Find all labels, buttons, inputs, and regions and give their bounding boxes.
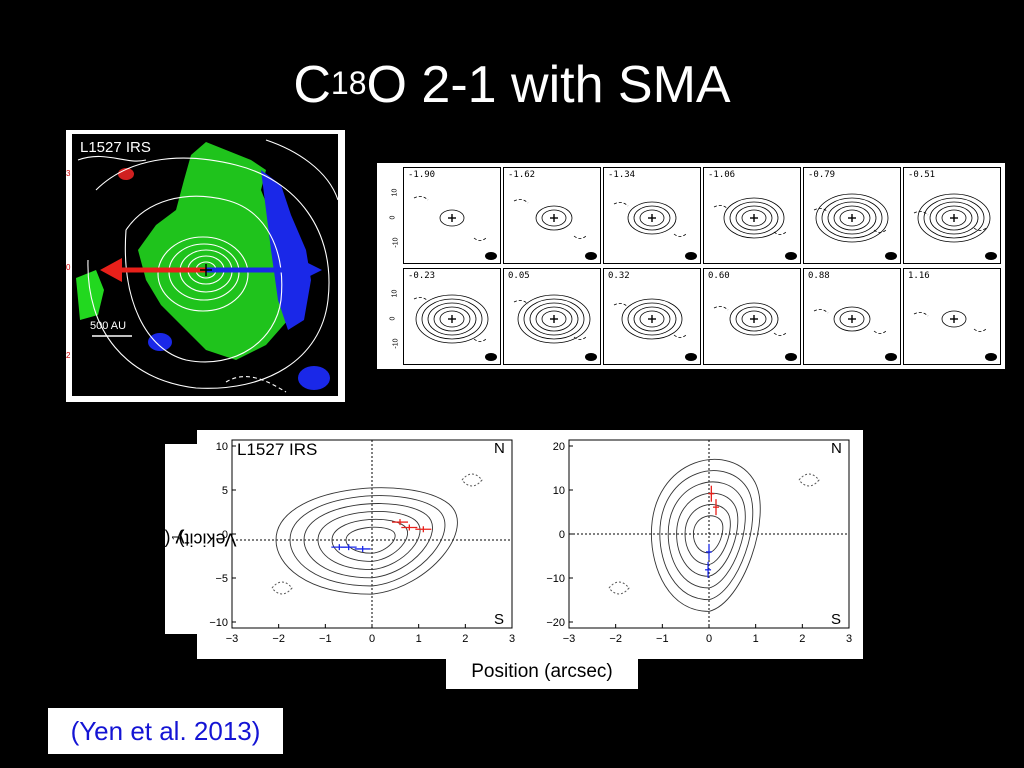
channel-panel: -0.23: [403, 268, 501, 365]
channel-velocity-label: -1.62: [508, 170, 536, 180]
channel-tick-label: 10: [391, 289, 399, 298]
citation: (Yen et al. 2013): [48, 708, 283, 754]
pv-xtick-label: 1: [753, 633, 759, 645]
channel-velocity-label: -0.51: [908, 170, 936, 180]
pv-xtick-label: 0: [369, 633, 375, 645]
pv-ytick-label: −20: [546, 617, 565, 629]
pv-ytick-label: 20: [553, 441, 565, 453]
pv-ytick-label: 0: [222, 529, 228, 541]
channel-panel: 1.16: [903, 268, 1001, 365]
pv-xtick-label: 2: [799, 633, 805, 645]
channel-contours: [413, 196, 497, 260]
pv-xtick-label: −2: [609, 633, 622, 645]
channel-velocity-label: 0.32: [608, 271, 630, 281]
channel-panel: 0.88: [803, 268, 901, 365]
channel-panel: 0.32: [603, 268, 701, 365]
svg-text:0: 0: [66, 263, 71, 272]
pv-right-south: S: [831, 611, 842, 628]
channel-contours: [413, 294, 497, 361]
channel-panel: 0.05: [503, 268, 601, 365]
pv-xtick-label: −1: [319, 633, 332, 645]
pv-left-label: L1527 IRS: [237, 440, 318, 459]
pv-ytick-label: 10: [216, 441, 228, 453]
pv-xtick-label: −2: [272, 633, 285, 645]
channel-panel: -0.51: [903, 167, 1001, 264]
channel-tick-label: 0: [389, 316, 397, 321]
slide-title: C18O 2-1 with SMA: [0, 55, 1024, 115]
channel-axis-label: DEC offset: [368, 237, 374, 266]
channel-velocity-label: -0.23: [408, 271, 436, 281]
channel-contours: [613, 298, 697, 361]
pv-ytick-label: −5: [215, 573, 228, 585]
pv-ytick-label: 10: [553, 485, 565, 497]
pv-xtick-label: 0: [706, 633, 712, 645]
pv-ylabel-box: Vekicity (km s -1): [125, 444, 237, 634]
channel-maps-figure: DEC offset 10 0 -10 -1.90 -1.62 -1.34 -1.06 -0.…: [368, 163, 1005, 369]
channel-velocity-label: -1.34: [608, 170, 636, 180]
pv-ylabel: Vekicity (km s -1): [125, 529, 237, 550]
svg-text:3: 3: [66, 169, 71, 178]
svg-text:2: 2: [66, 351, 71, 360]
pv-ytick-label: 5: [222, 485, 228, 497]
channel-panel: -1.90: [403, 167, 501, 264]
title-prefix: C: [293, 56, 331, 114]
channel-velocity-label: 0.88: [808, 271, 830, 281]
channel-velocity-label: -1.06: [708, 170, 736, 180]
channel-panel: -1.62: [503, 167, 601, 264]
channel-panel: -1.34: [603, 167, 701, 264]
pv-xtick-label: 3: [846, 633, 852, 645]
pv-xtick-label: 3: [509, 633, 515, 645]
channel-contours: [713, 197, 797, 260]
channel-velocity-label: -0.79: [808, 170, 836, 180]
channel-velocity-label: -1.90: [408, 170, 436, 180]
channel-velocity-label: 0.60: [708, 271, 730, 281]
channel-contours: [913, 310, 997, 361]
pv-diagram-figure: −3 −2 −1 0 1 2 3 10 5 0 −5 −10 −3 −2 −1 0 1 2 3 20 10 0 −10 −20…: [197, 430, 863, 659]
channel-tick-label: -10: [392, 338, 400, 349]
pv-xtick-label: 2: [462, 633, 468, 645]
pv-left-north: N: [494, 440, 505, 457]
channel-panel: -1.06: [703, 167, 801, 264]
title-superscript: 18: [330, 65, 367, 101]
pv-xtick-label: 1: [416, 633, 422, 645]
channel-contours: [513, 294, 597, 361]
pv-xtick-label: −3: [226, 633, 239, 645]
channel-contours: [613, 201, 697, 260]
moment-map-figure: 3 0 2 L: [66, 130, 345, 402]
channel-contours: [513, 199, 597, 260]
channel-velocity-label: 0.05: [508, 271, 530, 281]
pv-ytick-label: 0: [559, 529, 565, 541]
pv-right-north: N: [831, 440, 842, 457]
channel-contours: [813, 306, 897, 361]
channel-velocity-label: 1.16: [908, 271, 930, 281]
pv-ytick-label: −10: [209, 617, 228, 629]
channel-tick-label: 0: [389, 215, 397, 220]
map-label: L1527 IRS: [80, 139, 151, 156]
channel-tick-label: -10: [392, 237, 400, 248]
channel-panel: -0.79: [803, 167, 901, 264]
channel-tick-label: 10: [391, 188, 399, 197]
channel-panel: 0.60: [703, 268, 801, 365]
channel-contours: [813, 193, 897, 260]
moment-map-image: 3 0 2: [66, 134, 339, 396]
pv-left-south: S: [494, 611, 505, 628]
pv-xlabel: Position (arcsec): [446, 657, 638, 689]
pv-xtick-label: −1: [656, 633, 669, 645]
channel-contours: [713, 302, 797, 361]
title-suffix: O 2-1 with SMA: [366, 56, 731, 114]
map-scale-label: 500 AU: [90, 320, 127, 332]
pv-xtick-label: −3: [563, 633, 576, 645]
channel-contours: [913, 193, 997, 260]
pv-ytick-label: −10: [546, 573, 565, 585]
